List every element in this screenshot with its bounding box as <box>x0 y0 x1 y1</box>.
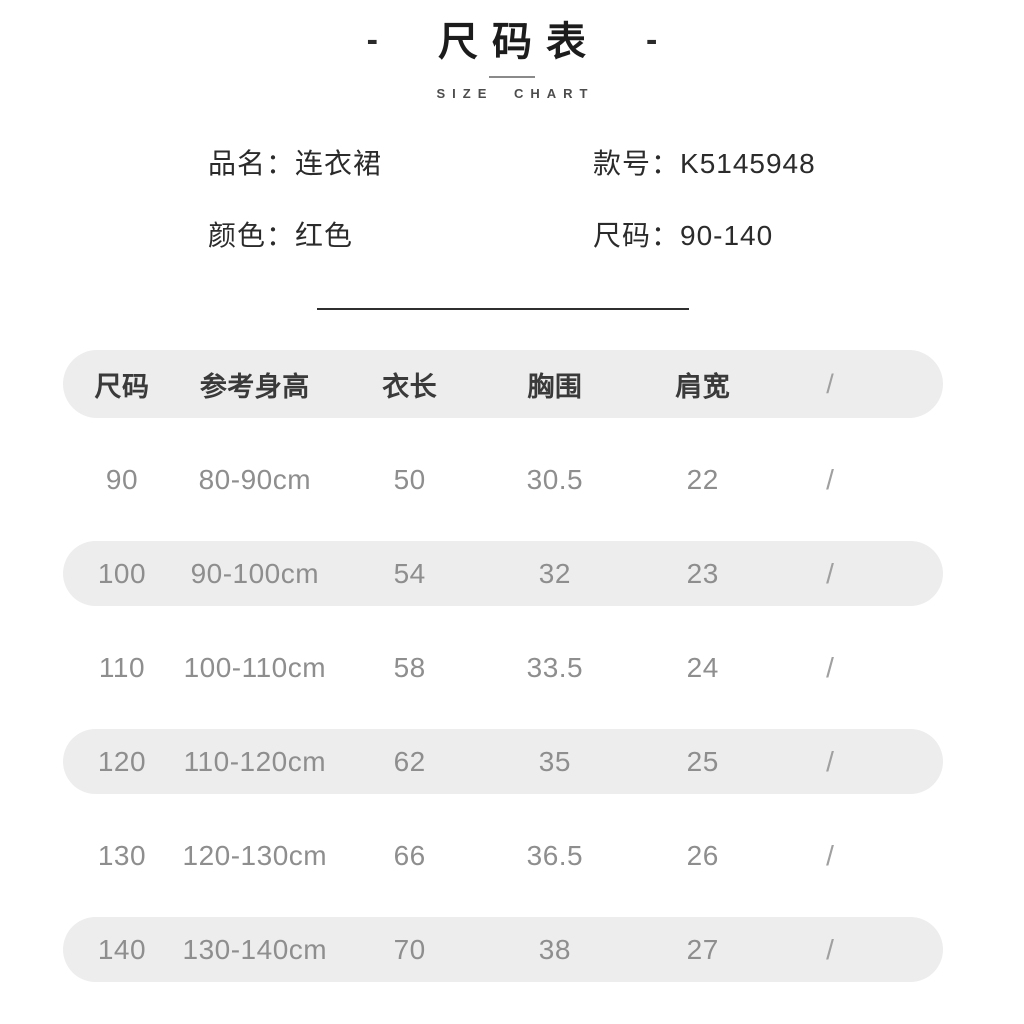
cell-slash: / <box>826 463 835 495</box>
cell-shoulder-width: 26 <box>686 839 719 871</box>
cell-bust: 32 <box>538 557 571 589</box>
style-no-field: 款号：K5145948 <box>593 142 816 182</box>
cell-ref-height: 110-120cm <box>183 745 327 777</box>
cell-ref-height: 130-140cm <box>182 933 328 965</box>
cell-shoulder-width: 22 <box>686 463 719 495</box>
title-block: - 尺码表 - SIZE CHART <box>0 20 1024 102</box>
cell-garment-length: 50 <box>393 463 426 495</box>
size-range-value: 90-140 <box>680 220 774 251</box>
table-row: 120 110-120cm 62 35 25 / <box>63 729 943 794</box>
cell-slash: / <box>826 933 835 965</box>
style-no-value: K5145948 <box>680 148 816 179</box>
cell-ref-height: 100-110cm <box>183 651 327 683</box>
cell-bust: 35 <box>538 745 571 777</box>
table-row: 90 80-90cm 50 30.5 22 / <box>63 447 943 512</box>
product-info: 品名：连衣裙 款号：K5145948 颜色：红色 尺码：90-140 <box>208 142 816 254</box>
color-label: 颜色： <box>208 220 296 251</box>
cell-size: 130 <box>97 839 147 871</box>
color-field: 颜色：红色 <box>208 214 593 254</box>
cell-shoulder-width: 25 <box>686 745 719 777</box>
cell-garment-length: 58 <box>393 651 426 683</box>
product-name-value: 连衣裙 <box>295 148 383 179</box>
cell-size: 140 <box>97 933 147 965</box>
cell-shoulder-width: 23 <box>686 557 719 589</box>
header-shoulder-width: 肩宽 <box>675 371 731 402</box>
product-name-field: 品名：连衣裙 <box>208 142 593 182</box>
cell-bust: 33.5 <box>526 651 584 683</box>
cell-slash: / <box>826 745 835 777</box>
title-dash-right: - <box>646 21 658 59</box>
cell-shoulder-width: 24 <box>686 651 719 683</box>
size-range-label: 尺码： <box>593 220 681 251</box>
title-underline <box>489 76 535 78</box>
table-row: 130 120-130cm 66 36.5 26 / <box>63 823 943 888</box>
table-header-row: 尺码 参考身高 衣长 胸围 肩宽 / <box>63 350 943 418</box>
style-no-label: 款号： <box>593 148 681 179</box>
cell-garment-length: 70 <box>393 933 426 965</box>
header-size: 尺码 <box>94 371 150 402</box>
header-ref-height: 参考身高 <box>199 371 310 402</box>
cell-size: 110 <box>98 651 146 683</box>
cell-bust: 36.5 <box>526 839 584 871</box>
header-garment-length: 衣长 <box>382 371 438 402</box>
table-row: 110 100-110cm 58 33.5 24 / <box>63 635 943 700</box>
cell-bust: 30.5 <box>526 463 584 495</box>
cell-size: 100 <box>97 557 147 589</box>
cell-bust: 38 <box>538 933 571 965</box>
page-subtitle: SIZE CHART <box>436 86 595 101</box>
title-dash-left: - <box>366 21 378 59</box>
cell-slash: / <box>826 651 835 683</box>
title-row: - 尺码表 - <box>0 20 1024 64</box>
page-title: 尺码表 <box>438 19 600 64</box>
cell-garment-length: 66 <box>393 839 426 871</box>
table-row: 140 130-140cm 70 38 27 / <box>63 917 943 982</box>
product-name-label: 品名： <box>208 148 296 179</box>
section-divider <box>317 308 689 310</box>
cell-shoulder-width: 27 <box>686 933 719 965</box>
cell-ref-height: 90-100cm <box>190 557 320 589</box>
header-slash: / <box>826 368 835 399</box>
cell-size: 120 <box>97 745 147 777</box>
header-bust: 胸围 <box>527 371 583 402</box>
cell-slash: / <box>826 839 835 871</box>
table-row: 100 90-100cm 54 32 23 / <box>63 541 943 606</box>
cell-garment-length: 54 <box>393 557 426 589</box>
cell-ref-height: 80-90cm <box>198 463 312 495</box>
size-range-field: 尺码：90-140 <box>593 214 816 254</box>
cell-ref-height: 120-130cm <box>182 839 328 871</box>
cell-slash: / <box>826 557 835 589</box>
cell-garment-length: 62 <box>393 745 426 777</box>
color-value: 红色 <box>295 220 354 251</box>
cell-size: 90 <box>105 463 139 495</box>
size-chart-table: 尺码 参考身高 衣长 胸围 肩宽 / 90 80-90cm 50 30.5 22… <box>63 350 943 982</box>
